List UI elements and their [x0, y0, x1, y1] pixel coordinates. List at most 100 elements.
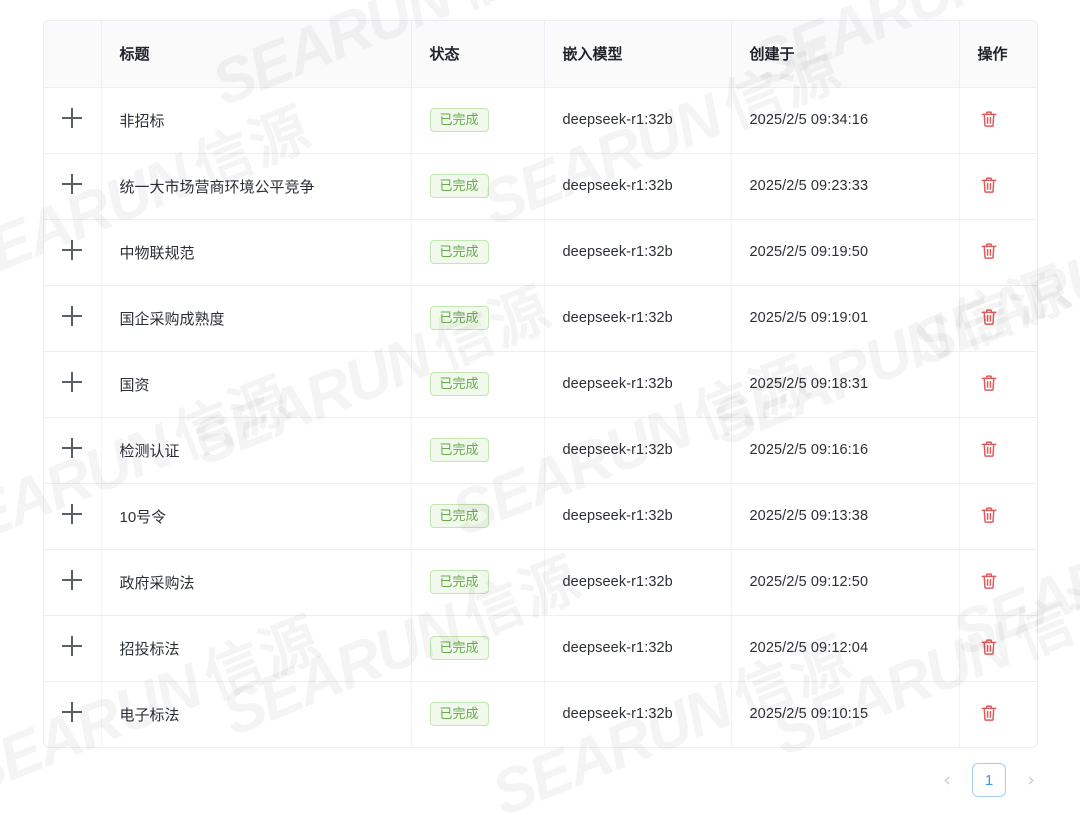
table-row[interactable]: 国企采购成熟度 已完成 deepseek-r1:32b 2025/2/5 09:19:… — [44, 285, 1037, 352]
column-header-title[interactable]: 标题 — [101, 21, 412, 88]
row-expand-cell[interactable] — [44, 153, 102, 220]
row-expand-cell[interactable] — [44, 681, 102, 747]
row-expand-cell[interactable] — [44, 549, 102, 616]
plus-icon[interactable] — [62, 372, 83, 392]
column-header-expand — [44, 21, 102, 88]
row-created: 2025/2/5 09:12:04 — [731, 615, 960, 682]
row-status-cell: 已完成 — [411, 351, 545, 418]
trash-icon[interactable] — [978, 636, 1000, 658]
table-row[interactable]: 电子标法 已完成 deepseek-r1:32b 2025/2/5 09:10:15 — [44, 681, 1037, 747]
row-model: deepseek-r1:32b — [544, 681, 732, 747]
column-header-status[interactable]: 状态 — [411, 21, 545, 88]
trash-icon[interactable] — [978, 438, 1000, 460]
row-ops-cell — [959, 285, 1037, 352]
plus-icon[interactable] — [62, 504, 83, 524]
column-header-ops: 操作 — [959, 21, 1037, 88]
table-row[interactable]: 招投标法 已完成 deepseek-r1:32b 2025/2/5 09:12:04 — [44, 615, 1037, 682]
documents-table-card: 标题 状态 嵌入模型 创建于 操作 非招标 已完成 deepseek-r1:32b 2… — [43, 20, 1038, 748]
row-created: 2025/2/5 09:19:01 — [731, 285, 960, 352]
row-expand-cell[interactable] — [44, 483, 102, 550]
row-model: deepseek-r1:32b — [544, 351, 732, 418]
pagination-prev-icon[interactable]: ‹ — [943, 768, 951, 791]
row-model: deepseek-r1:32b — [544, 219, 732, 286]
column-header-model[interactable]: 嵌入模型 — [544, 21, 732, 88]
row-status-cell: 已完成 — [411, 219, 545, 286]
row-status-cell: 已完成 — [411, 285, 545, 352]
status-badge: 已完成 — [429, 372, 489, 396]
table-row[interactable]: 中物联规范 已完成 deepseek-r1:32b 2025/2/5 09:19:50 — [44, 219, 1037, 286]
row-created: 2025/2/5 09:19:50 — [731, 219, 960, 286]
plus-icon[interactable] — [62, 240, 83, 260]
trash-icon[interactable] — [978, 372, 1000, 394]
row-ops-cell — [959, 87, 1037, 154]
table-row[interactable]: 政府采购法 已完成 deepseek-r1:32b 2025/2/5 09:12:50 — [44, 549, 1037, 616]
status-badge: 已完成 — [429, 438, 489, 462]
row-ops-cell — [959, 153, 1037, 220]
row-model: deepseek-r1:32b — [544, 615, 732, 682]
row-created: 2025/2/5 09:18:31 — [731, 351, 960, 418]
row-ops-cell — [959, 615, 1037, 682]
status-badge: 已完成 — [429, 108, 489, 132]
row-status-cell: 已完成 — [411, 417, 545, 484]
row-title: 检测认证 — [101, 417, 412, 484]
row-expand-cell[interactable] — [44, 615, 102, 682]
table-row[interactable]: 10号令 已完成 deepseek-r1:32b 2025/2/5 09:13:38 — [44, 483, 1037, 550]
plus-icon[interactable] — [62, 438, 83, 458]
watermark-cjk: 信源 — [445, 0, 581, 21]
status-badge: 已完成 — [429, 504, 489, 528]
trash-icon[interactable] — [978, 570, 1000, 592]
row-title: 电子标法 — [101, 681, 412, 747]
row-title: 统一大市场营商环境公平竞争 — [101, 153, 412, 220]
pagination-next-icon[interactable]: › — [1027, 768, 1035, 791]
row-ops-cell — [959, 681, 1037, 747]
status-badge: 已完成 — [429, 636, 489, 660]
row-expand-cell[interactable] — [44, 219, 102, 286]
trash-icon[interactable] — [978, 108, 1000, 130]
row-title: 政府采购法 — [101, 549, 412, 616]
plus-icon[interactable] — [62, 306, 83, 326]
row-created: 2025/2/5 09:23:33 — [731, 153, 960, 220]
documents-table: 标题 状态 嵌入模型 创建于 操作 非招标 已完成 deepseek-r1:32b 2… — [44, 21, 1037, 747]
column-header-created[interactable]: 创建于 — [731, 21, 960, 88]
row-expand-cell[interactable] — [44, 87, 102, 154]
row-expand-cell[interactable] — [44, 351, 102, 418]
row-title: 10号令 — [101, 483, 412, 550]
row-status-cell: 已完成 — [411, 153, 545, 220]
status-badge: 已完成 — [429, 570, 489, 594]
row-model: deepseek-r1:32b — [544, 153, 732, 220]
plus-icon[interactable] — [62, 702, 83, 723]
row-expand-cell[interactable] — [44, 417, 102, 484]
row-model: deepseek-r1:32b — [544, 549, 732, 616]
status-badge: 已完成 — [429, 306, 489, 330]
row-expand-cell[interactable] — [44, 285, 102, 352]
trash-icon[interactable] — [978, 702, 1000, 724]
row-ops-cell — [959, 351, 1037, 418]
status-badge: 已完成 — [429, 174, 489, 198]
plus-icon[interactable] — [62, 108, 83, 128]
row-created: 2025/2/5 09:10:15 — [731, 681, 960, 747]
table-row[interactable]: 非招标 已完成 deepseek-r1:32b 2025/2/5 09:34:16 — [44, 87, 1037, 154]
trash-icon[interactable] — [978, 504, 1000, 526]
row-model: deepseek-r1:32b — [544, 285, 732, 352]
row-title: 招投标法 — [101, 615, 412, 682]
trash-icon[interactable] — [978, 240, 1000, 262]
table-row[interactable]: 国资 已完成 deepseek-r1:32b 2025/2/5 09:18:31 — [44, 351, 1037, 418]
table-body: 非招标 已完成 deepseek-r1:32b 2025/2/5 09:34:16 统一… — [44, 87, 1037, 747]
row-model: deepseek-r1:32b — [544, 87, 732, 154]
trash-icon[interactable] — [978, 174, 1000, 196]
status-badge: 已完成 — [429, 240, 489, 264]
status-badge: 已完成 — [429, 702, 489, 727]
plus-icon[interactable] — [62, 570, 83, 590]
row-status-cell: 已完成 — [411, 483, 545, 550]
plus-icon[interactable] — [62, 174, 83, 194]
row-ops-cell — [959, 483, 1037, 550]
trash-icon[interactable] — [978, 306, 1000, 328]
row-ops-cell — [959, 549, 1037, 616]
table-row[interactable]: 统一大市场营商环境公平竞争 已完成 deepseek-r1:32b 2025/2/5 … — [44, 153, 1037, 220]
row-title: 国企采购成熟度 — [101, 285, 412, 352]
plus-icon[interactable] — [62, 636, 83, 656]
table-row[interactable]: 检测认证 已完成 deepseek-r1:32b 2025/2/5 09:16:16 — [44, 417, 1037, 484]
row-ops-cell — [959, 417, 1037, 484]
pagination-page-1[interactable]: 1 — [972, 763, 1006, 797]
